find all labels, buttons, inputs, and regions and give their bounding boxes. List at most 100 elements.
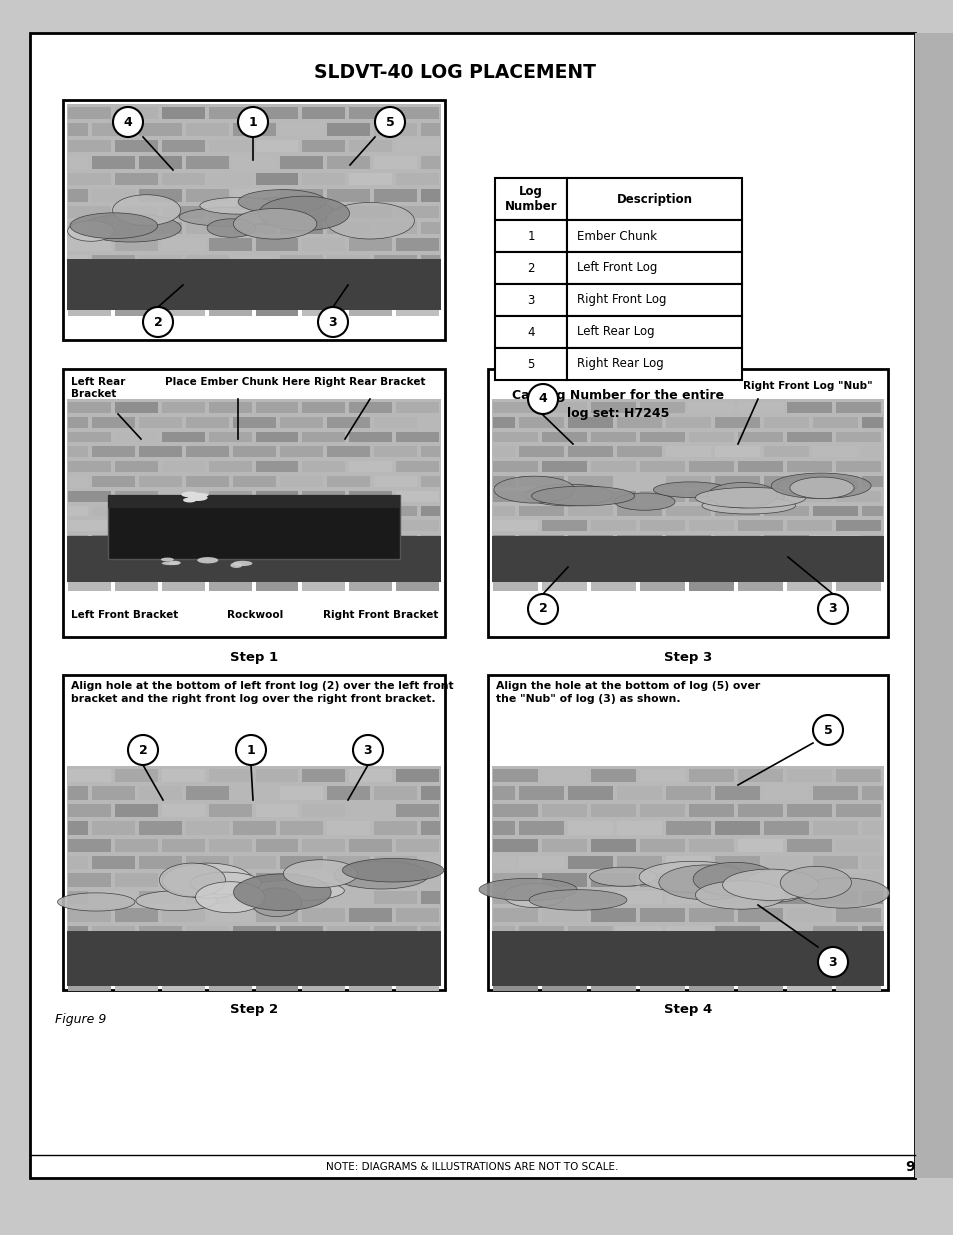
- Bar: [374, 157, 416, 169]
- Bar: [68, 925, 89, 939]
- Bar: [836, 944, 881, 956]
- Bar: [493, 821, 514, 835]
- Bar: [714, 856, 759, 869]
- Bar: [209, 579, 252, 590]
- Ellipse shape: [639, 861, 746, 893]
- Bar: [114, 140, 157, 152]
- Bar: [714, 535, 759, 546]
- Text: Right Front Log: Right Front Log: [577, 294, 666, 306]
- Bar: [92, 821, 135, 835]
- Ellipse shape: [494, 477, 575, 503]
- Bar: [738, 403, 782, 412]
- Bar: [374, 535, 416, 546]
- Bar: [68, 238, 111, 251]
- Ellipse shape: [258, 196, 349, 231]
- Bar: [302, 461, 345, 472]
- Bar: [374, 821, 416, 835]
- Bar: [567, 856, 612, 869]
- Text: Left Rear Log: Left Rear Log: [577, 326, 654, 338]
- Bar: [92, 254, 135, 267]
- Bar: [255, 804, 298, 818]
- Bar: [639, 944, 684, 956]
- Bar: [255, 550, 298, 561]
- Text: Step 4: Step 4: [663, 1004, 711, 1016]
- Ellipse shape: [707, 483, 777, 508]
- Bar: [861, 821, 882, 835]
- Ellipse shape: [183, 498, 196, 503]
- Bar: [541, 520, 586, 531]
- Bar: [420, 446, 439, 457]
- Bar: [763, 446, 808, 457]
- Bar: [68, 550, 111, 561]
- Bar: [665, 475, 710, 487]
- Circle shape: [527, 384, 558, 414]
- Bar: [616, 890, 661, 904]
- Bar: [139, 475, 182, 487]
- Bar: [495, 220, 566, 252]
- Ellipse shape: [80, 214, 181, 242]
- Bar: [714, 890, 759, 904]
- Bar: [420, 890, 439, 904]
- Bar: [688, 873, 734, 887]
- Ellipse shape: [780, 867, 851, 899]
- Circle shape: [527, 594, 558, 624]
- Bar: [493, 873, 537, 887]
- Bar: [567, 446, 612, 457]
- Bar: [861, 787, 882, 800]
- Bar: [591, 908, 636, 921]
- Bar: [279, 416, 322, 427]
- Bar: [349, 804, 392, 818]
- Text: Right Front Bracket: Right Front Bracket: [323, 610, 438, 620]
- Bar: [495, 178, 566, 220]
- Bar: [395, 461, 438, 472]
- Text: Log
Number: Log Number: [504, 185, 557, 212]
- Bar: [786, 804, 831, 818]
- Ellipse shape: [789, 477, 853, 499]
- Bar: [493, 431, 537, 442]
- Bar: [349, 944, 392, 956]
- Bar: [616, 505, 661, 516]
- Bar: [836, 520, 881, 531]
- Ellipse shape: [70, 212, 157, 238]
- Bar: [591, 431, 636, 442]
- Bar: [488, 369, 887, 637]
- Bar: [233, 157, 275, 169]
- Bar: [836, 978, 881, 992]
- Text: 3: 3: [828, 956, 837, 968]
- Ellipse shape: [181, 492, 199, 498]
- Bar: [327, 222, 370, 235]
- Bar: [861, 416, 882, 427]
- Bar: [209, 304, 252, 316]
- Bar: [114, 804, 157, 818]
- Bar: [616, 821, 661, 835]
- Circle shape: [353, 735, 382, 764]
- Bar: [374, 787, 416, 800]
- Bar: [493, 787, 514, 800]
- Bar: [114, 769, 157, 783]
- Bar: [209, 908, 252, 921]
- Bar: [714, 505, 759, 516]
- Ellipse shape: [161, 562, 179, 566]
- Bar: [395, 304, 438, 316]
- Bar: [162, 238, 205, 251]
- Text: 3: 3: [329, 315, 337, 329]
- Bar: [68, 856, 89, 869]
- Bar: [786, 944, 831, 956]
- Bar: [349, 873, 392, 887]
- Bar: [114, 107, 157, 120]
- Ellipse shape: [524, 484, 613, 506]
- Bar: [395, 272, 438, 284]
- Bar: [327, 446, 370, 457]
- Bar: [279, 890, 322, 904]
- Bar: [420, 288, 439, 300]
- Ellipse shape: [653, 482, 727, 498]
- Bar: [302, 908, 345, 921]
- Ellipse shape: [238, 190, 326, 214]
- Bar: [233, 961, 275, 974]
- Bar: [349, 431, 392, 442]
- Bar: [420, 124, 439, 136]
- Bar: [738, 873, 782, 887]
- Ellipse shape: [188, 494, 208, 501]
- Bar: [92, 535, 135, 546]
- Bar: [616, 856, 661, 869]
